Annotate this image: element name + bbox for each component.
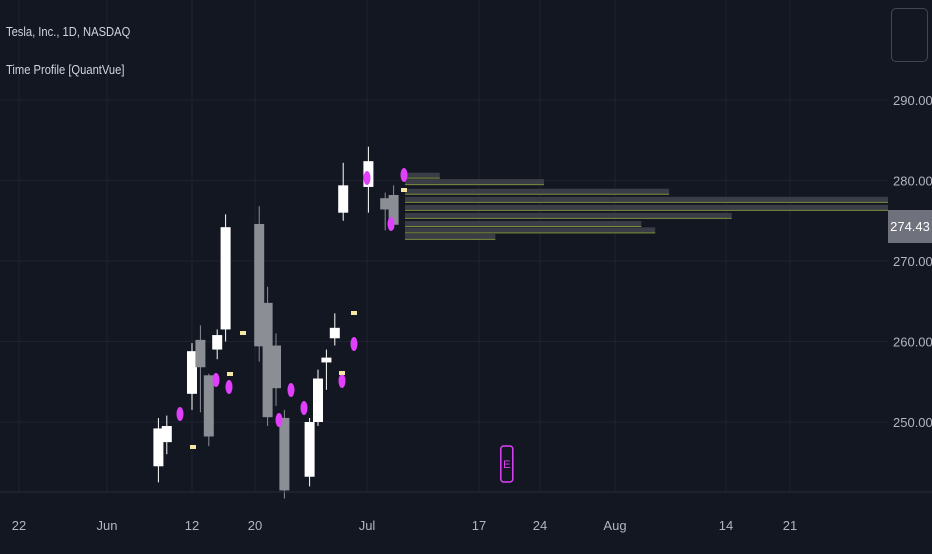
signal-marker <box>387 217 395 231</box>
signal-marker <box>300 401 308 415</box>
profile-bar <box>405 220 642 227</box>
yellow-marker <box>240 331 246 335</box>
x-tick-label: 21 <box>783 518 797 533</box>
x-tick-label: 17 <box>472 518 486 533</box>
earnings-marker[interactable]: E <box>500 445 514 483</box>
candle-body <box>220 227 231 330</box>
candle-body <box>388 194 399 225</box>
yellow-marker <box>401 188 407 192</box>
signal-marker <box>176 407 184 421</box>
signal-marker <box>400 168 408 182</box>
signal-marker <box>275 413 283 427</box>
yellow-marker <box>339 371 345 375</box>
x-tick-label: Jul <box>359 518 376 533</box>
signal-marker <box>287 383 295 397</box>
candle-body <box>262 302 273 418</box>
axes: 250.00 260.00 270.00 280.00 290.00 22 Jun 12 20 J… <box>0 93 932 533</box>
candle-body <box>338 185 349 213</box>
y-tick-label: 260.00 <box>893 335 932 350</box>
candle-body <box>321 357 332 363</box>
x-tick-label: Aug <box>603 518 626 533</box>
signal-markers <box>176 168 408 449</box>
earnings-badge <box>500 445 514 483</box>
x-tick-label: 12 <box>185 518 199 533</box>
y-tick-label: 270.00 <box>893 254 932 269</box>
signal-marker <box>350 337 358 351</box>
yellow-marker <box>351 311 357 315</box>
candle-body <box>212 335 223 350</box>
chart-settings-box[interactable] <box>891 8 928 62</box>
candle-body <box>161 426 172 443</box>
grid-lines <box>0 0 888 492</box>
signal-marker <box>338 374 346 388</box>
signal-marker <box>225 380 233 394</box>
symbol-title[interactable]: Tesla, Inc., 1D, NASDAQ <box>6 24 131 39</box>
candle-body <box>187 351 197 394</box>
profile-bar <box>405 188 670 195</box>
candle-body <box>329 327 340 339</box>
signal-marker <box>212 373 220 387</box>
y-tick-label: 280.00 <box>893 174 932 189</box>
y-tick-label: 290.00 <box>893 93 932 108</box>
candle-body <box>153 428 164 467</box>
signal-marker <box>363 171 371 185</box>
time-profile-bars <box>405 172 888 240</box>
candle-body <box>313 378 323 422</box>
profile-bar <box>405 233 496 240</box>
x-tick-label: 14 <box>719 518 733 533</box>
profile-bar <box>405 204 888 211</box>
earnings-label: E <box>503 459 510 471</box>
profile-bar <box>405 172 440 179</box>
candle-body <box>254 223 265 347</box>
candle-body <box>304 422 315 477</box>
candle-body <box>380 198 391 210</box>
x-tick-label: 24 <box>533 518 547 533</box>
candle-body <box>271 345 281 389</box>
candle-body <box>195 339 206 368</box>
profile-bar <box>405 212 732 219</box>
yellow-marker <box>227 372 233 376</box>
profile-bar <box>405 227 656 234</box>
profile-bar <box>405 179 544 186</box>
x-tick-label: 22 <box>12 518 26 533</box>
yellow-marker <box>190 445 196 449</box>
y-tick-label: 250.00 <box>893 415 932 430</box>
x-tick-label: 20 <box>248 518 262 533</box>
x-tick-label: Jun <box>97 518 118 533</box>
candle-body <box>203 375 214 437</box>
profile-bar <box>405 196 888 203</box>
last-price-tag: 274.43 <box>888 210 932 243</box>
candle-body <box>279 417 290 491</box>
indicator-title[interactable]: Time Profile [QuantVue] <box>6 62 125 77</box>
